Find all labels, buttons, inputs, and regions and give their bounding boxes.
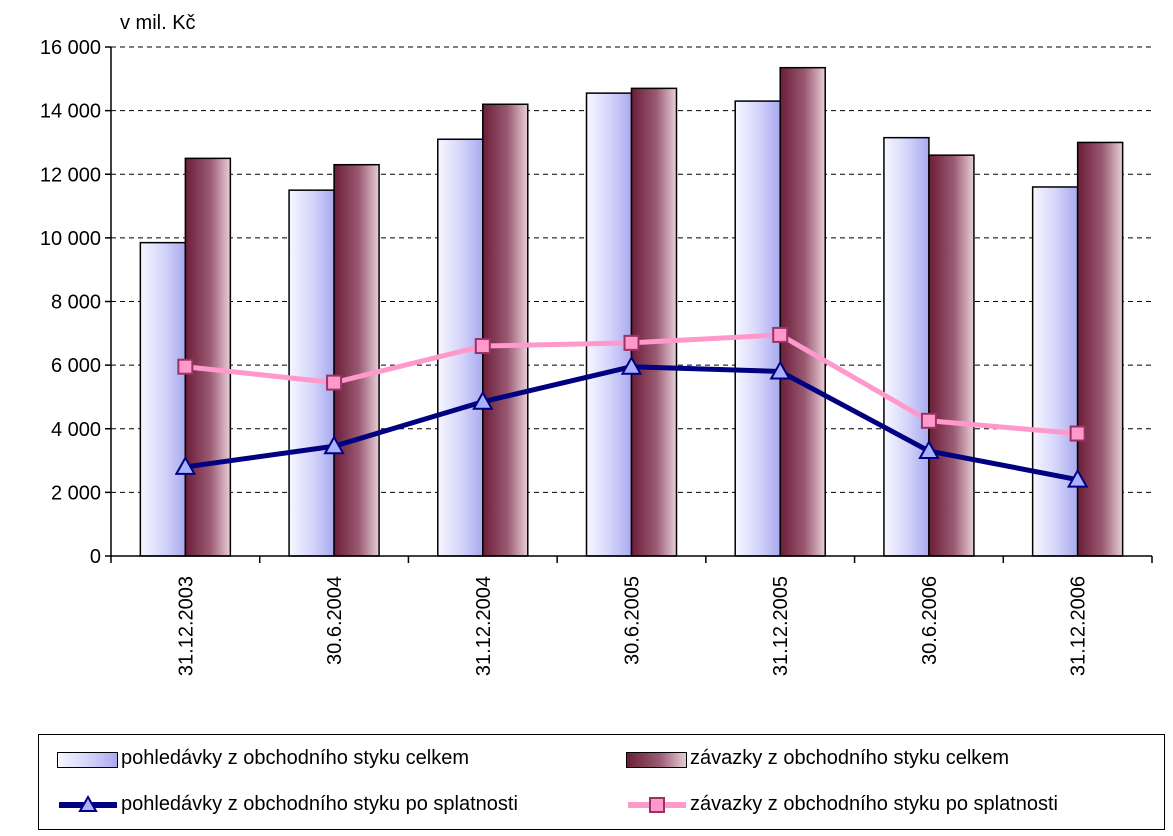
x-tick-label: 31.12.2004 [473,576,495,676]
marker-square [772,326,789,343]
legend-label: závazky z obchodního styku celkem [690,747,1010,769]
x-tick-label: 30.6.2004 [324,576,346,665]
x-axis-tick-labels: 31.12.2003 30.6.2004 31.12.2004 30.6.2005 31… [175,576,1089,676]
legend-key-square-line [626,794,688,816]
legend: pohledávky z obchodního styku celkem záv… [38,734,1165,830]
y-tick-label: 16 000 [40,37,101,59]
bar-zavazky-celkem [482,103,529,557]
marker-square [920,412,937,429]
legend-item-bar-0: pohledávky z obchodního styku celkem [57,747,469,770]
y-tick-label: 2 000 [51,482,101,504]
marker-square [326,374,343,391]
y-tick-label: 14 000 [40,101,101,123]
bar-pohledavky-celkem [288,189,335,557]
unit-label: v mil. Kč [120,12,196,34]
legend-item-line-1: závazky z obchodního styku po splatnosti [626,793,1058,816]
y-tick-label: 6 000 [51,355,101,377]
marker-square [623,334,640,351]
x-tick-label: 31.12.2005 [770,576,792,676]
marker-triangle [1066,468,1089,488]
marker-triangle [323,435,345,455]
bar-zavazky-celkem [928,154,975,557]
x-tick-label: 31.12.2006 [1068,576,1090,676]
marker-triangle [620,355,643,375]
marker-triangle [918,439,940,460]
bar-zavazky-celkem [779,66,826,557]
x-tick-label: 30.6.2005 [622,576,644,665]
line-series [174,326,1089,488]
y-tick-label: 4 000 [51,419,101,441]
bar-zavazky-celkem [630,87,678,557]
chart-canvas: 0 2 000 4 000 6 000 8 000 10 000 12 000 14 000 1… [40,37,1153,676]
legend-item-bar-1: závazky z obchodního styku celkem [626,747,1009,770]
marker-square [474,338,491,355]
bar-pohledavky-celkem [883,136,930,557]
y-tick-label: 10 000 [40,228,101,250]
bar-zavazky-celkem [1076,141,1124,557]
bar-pohledavky-celkem [1031,186,1079,557]
marker-triangle [472,390,494,410]
legend-key-maroon-bar [626,748,688,770]
bar-zavazky-celkem [184,157,232,557]
y-tick-label: 0 [90,546,101,568]
x-tick-label: 31.12.2003 [175,576,197,676]
legend-key-triangle-line [57,794,119,816]
y-axis-tick-labels: 0 2 000 4 000 6 000 8 000 10 000 12 000 14 000 1… [40,37,101,568]
y-tick-label: 12 000 [40,164,101,186]
legend-label: pohledávky z obchodního styku po splatno… [121,793,518,815]
legend-label: pohledávky z obchodního styku celkem [121,747,469,769]
gridlines [111,46,1152,493]
marker-triangle [174,455,197,475]
legend-key-blue-bar [57,748,119,770]
axes [105,46,1153,563]
x-tick-label: 30.6.2006 [919,576,941,665]
legend-label: závazky z obchodního styku po splatnosti [690,793,1058,815]
bar-pohledavky-celkem [585,92,633,557]
bar-pohledavky-celkem [139,241,187,557]
marker-triangle [769,360,791,380]
marker-square [177,358,194,375]
bar-zavazky-celkem [333,163,380,557]
bars [139,66,1124,557]
legend-item-line-0: pohledávky z obchodního styku po splatno… [57,793,518,816]
y-tick-label: 8 000 [51,292,101,314]
marker-square [1069,425,1086,442]
